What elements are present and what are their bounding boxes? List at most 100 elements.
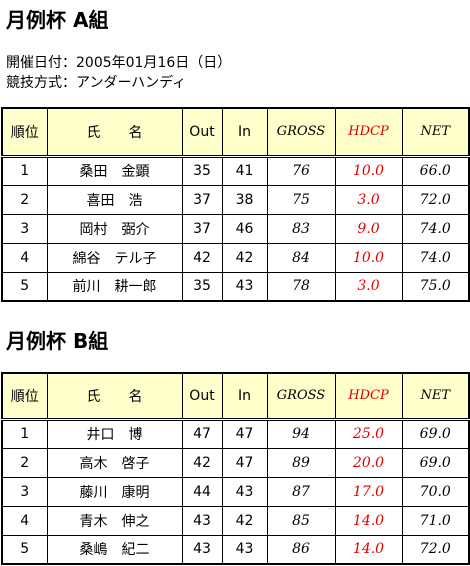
data-row: 3 藤川 康明 44 43 87 17.0 70.0 [1,476,470,507]
section-title: 月例杯 A組 [6,8,109,32]
data-cell: 3.0 [334,271,403,302]
score-table: 順位氏 名 Out In GROSS HDCP NET 1 桑田 金顕 35 41 76 10.0 66… [1,107,470,302]
data-cell: 43 [181,505,223,536]
data-cell: 5 [1,271,48,302]
header-cell: Out [181,372,223,421]
score-table: 順位氏 名 Out In GROSS HDCP NET 1 井口 博 47 47 94 25.0 69.… [1,372,470,565]
data-cell: 44 [181,476,223,507]
data-cell: 75 [266,184,336,215]
data-cell: 47 [181,418,223,449]
header-cell: 順位 [1,107,48,158]
data-cell: 43 [221,476,268,507]
info-line: 開催日付：2005年01月16日（日） [6,55,232,71]
data-row: 5 前川 耕一郎 35 43 78 3.0 75.0 [1,271,470,302]
data-cell: 74.0 [401,242,470,273]
data-cell: 94 [266,418,336,449]
data-cell: 69.0 [401,418,470,449]
data-cell: 綿谷 テル子 [46,242,183,273]
data-cell: 76 [266,155,336,186]
data-cell: 85 [266,505,336,536]
header-cell: GROSS [266,107,336,158]
data-cell: 1 [1,418,48,449]
data-cell: 72.0 [401,534,470,565]
data-cell: 89 [266,447,336,478]
data-cell: 69.0 [401,447,470,478]
info-line: 競技方式：アンダーハンディ [6,75,187,91]
data-cell: 37 [181,213,223,244]
data-cell: 42 [181,447,223,478]
data-cell: 藤川 康明 [46,476,183,507]
data-cell: 47 [221,447,268,478]
section-title: 月例杯 B組 [6,329,109,353]
data-cell: 71.0 [401,505,470,536]
data-cell: 桑田 金顕 [46,155,183,186]
data-cell: 9.0 [334,213,403,244]
data-row: 1 桑田 金顕 35 41 76 10.0 66.0 [1,155,470,186]
data-cell: 4 [1,505,48,536]
header-cell: GROSS [266,372,336,421]
header-cell: 順位 [1,372,48,421]
data-cell: 10.0 [334,242,403,273]
data-cell: 38 [221,184,268,215]
data-cell: 25.0 [334,418,403,449]
data-row: 1 井口 博 47 47 94 25.0 69.0 [1,418,470,449]
header-cell: NET [401,372,470,421]
data-cell: 42 [221,505,268,536]
data-row: 4 綿谷 テル子 42 42 84 10.0 74.0 [1,242,470,273]
data-cell: 前川 耕一郎 [46,271,183,302]
data-row: 4 青木 伸之 43 42 85 14.0 71.0 [1,505,470,536]
data-row: 2 喜田 浩 37 38 75 3.0 72.0 [1,184,470,215]
data-cell: 2 [1,447,48,478]
data-cell: 4 [1,242,48,273]
header-row: 順位氏 名 Out In GROSS HDCP NET [1,107,470,158]
data-cell: 2 [1,184,48,215]
data-cell: 42 [181,242,223,273]
data-cell: 75.0 [401,271,470,302]
data-cell: 5 [1,534,48,565]
data-cell: 1 [1,155,48,186]
data-cell: 74.0 [401,213,470,244]
header-cell: 氏 名 [46,107,183,158]
data-cell: 14.0 [334,534,403,565]
header-cell: NET [401,107,470,158]
data-cell: 66.0 [401,155,470,186]
data-row: 2 高木 啓子 42 47 89 20.0 69.0 [1,447,470,478]
data-cell: 3 [1,476,48,507]
data-row: 5 桑嶋 紀二 43 43 86 14.0 72.0 [1,534,470,565]
data-cell: 87 [266,476,336,507]
data-cell: 70.0 [401,476,470,507]
data-cell: 喜田 浩 [46,184,183,215]
data-cell: 井口 博 [46,418,183,449]
header-row: 順位氏 名 Out In GROSS HDCP NET [1,372,470,421]
data-cell: 20.0 [334,447,403,478]
header-cell: HDCP [334,107,403,158]
data-cell: 3 [1,213,48,244]
data-cell: 84 [266,242,336,273]
data-cell: 3.0 [334,184,403,215]
data-cell: 35 [181,155,223,186]
data-cell: 35 [181,271,223,302]
header-cell: In [221,372,268,421]
data-cell: 42 [221,242,268,273]
data-cell: 78 [266,271,336,302]
data-cell: 72.0 [401,184,470,215]
data-cell: 14.0 [334,505,403,536]
data-cell: 17.0 [334,476,403,507]
data-cell: 岡村 弼介 [46,213,183,244]
data-cell: 43 [221,271,268,302]
data-cell: 86 [266,534,336,565]
data-cell: 46 [221,213,268,244]
data-cell: 高木 啓子 [46,447,183,478]
data-cell: 43 [221,534,268,565]
data-cell: 桑嶋 紀二 [46,534,183,565]
header-cell: HDCP [334,372,403,421]
data-cell: 10.0 [334,155,403,186]
header-cell: Out [181,107,223,158]
header-cell: 氏 名 [46,372,183,421]
data-row: 3 岡村 弼介 37 46 83 9.0 74.0 [1,213,470,244]
data-cell: 83 [266,213,336,244]
data-cell: 41 [221,155,268,186]
data-cell: 青木 伸之 [46,505,183,536]
header-cell: In [221,107,268,158]
